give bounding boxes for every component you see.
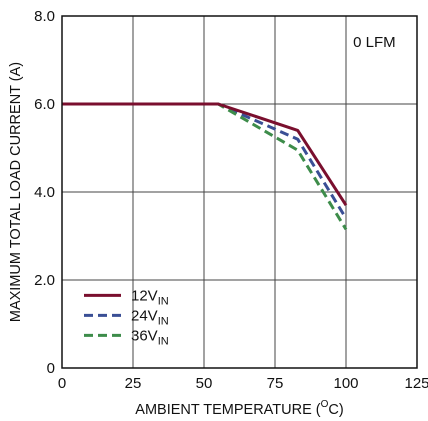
legend-label-36v: 36VIN bbox=[131, 327, 169, 347]
y-tick-label: 4.0 bbox=[34, 184, 55, 201]
y-tick-label: 8.0 bbox=[34, 8, 55, 25]
x-axis-title: AMBIENT TEMPERATURE (OC) bbox=[135, 399, 343, 418]
x-tick-label: 100 bbox=[333, 375, 358, 392]
y-tick-label: 6.0 bbox=[34, 96, 55, 113]
series-lines bbox=[62, 102, 348, 231]
x-axis-title-main: AMBIENT TEMPERATURE ( bbox=[135, 402, 320, 418]
legend-label-24v: 24VIN bbox=[131, 307, 169, 327]
x-axis-title-unit: C) bbox=[328, 402, 343, 418]
x-tick-label: 125 bbox=[404, 375, 428, 392]
legend-label-12v: 12VIN bbox=[131, 287, 169, 307]
annotation-airflow: 0 LFM bbox=[353, 34, 396, 51]
tick-labels: 0 25 50 75 100 125 0 2.0 4.0 6.0 8.0 bbox=[34, 8, 428, 392]
series-line-12v bbox=[62, 102, 348, 207]
x-tick-label: 25 bbox=[125, 375, 142, 392]
y-tick-label: 0 bbox=[47, 360, 55, 377]
y-tick-label: 2.0 bbox=[34, 272, 55, 289]
y-axis-title: MAXIMUM TOTAL LOAD CURRENT (A) bbox=[8, 62, 24, 322]
x-tick-label: 75 bbox=[267, 375, 284, 392]
x-tick-label: 50 bbox=[196, 375, 213, 392]
x-axis-title-degree: O bbox=[321, 399, 329, 410]
x-tick-label: 0 bbox=[58, 375, 66, 392]
plot-frame bbox=[61, 15, 418, 369]
